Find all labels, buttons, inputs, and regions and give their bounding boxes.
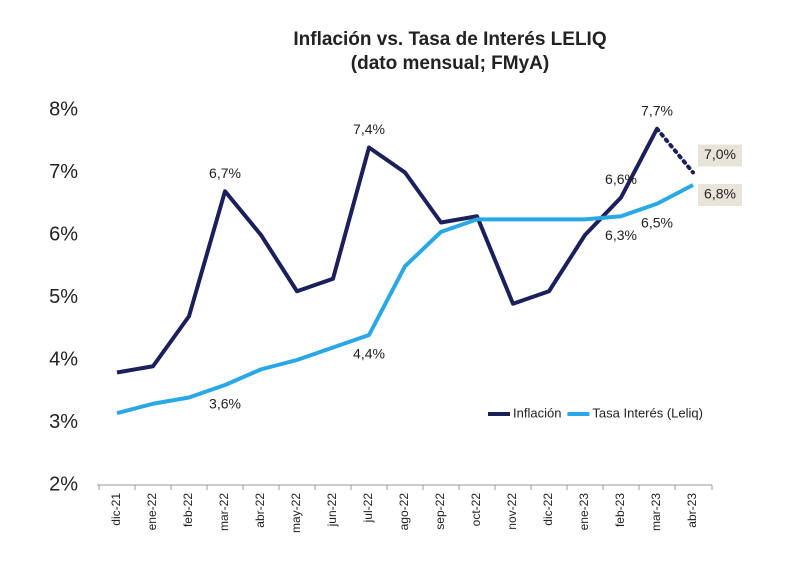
value-label: 6,8% <box>704 186 736 202</box>
y-tick-label: 4% <box>49 348 78 370</box>
x-tick-label: jul-22 <box>361 493 375 524</box>
value-label: 6,5% <box>641 214 673 230</box>
value-label: 6,3% <box>605 227 637 243</box>
x-tick-label: nov-22 <box>505 493 519 530</box>
x-tick-label: feb-22 <box>181 493 195 527</box>
x-tick-label: dic-21 <box>109 493 123 526</box>
value-label: 7,7% <box>641 102 673 118</box>
x-tick-label: sep-22 <box>433 493 447 530</box>
x-tick-label: abr-22 <box>253 493 267 528</box>
value-label-box <box>698 184 742 206</box>
value-label-box <box>698 144 742 167</box>
y-tick-label: 6% <box>49 223 78 245</box>
legend-label: Inflación <box>513 405 561 420</box>
x-tick-label: feb-23 <box>613 493 627 527</box>
x-tick-label: jun-22 <box>325 493 339 528</box>
x-tick-label: oct-22 <box>469 493 483 527</box>
x-tick-label: ene-22 <box>145 493 159 531</box>
y-tick-label: 7% <box>49 161 78 183</box>
y-tick-label: 5% <box>49 286 78 308</box>
value-label: 6,6% <box>605 171 637 187</box>
projected-line <box>655 126 695 175</box>
y-tick-label: 2% <box>49 473 78 495</box>
chart-title: Inflación vs. Tasa de Interés LELIQ <box>293 29 606 50</box>
legend-label: Tasa Interés (Leliq) <box>592 405 703 420</box>
x-tick-label: ago-22 <box>397 493 411 531</box>
x-tick-label: abr-23 <box>685 493 699 528</box>
value-label: 3,6% <box>209 396 241 412</box>
value-label: 6,7% <box>209 165 241 181</box>
line <box>116 127 659 375</box>
x-tick-label: mar-22 <box>217 493 231 531</box>
x-tick-label: ene-23 <box>577 493 591 531</box>
y-tick-label: 8% <box>49 98 78 120</box>
x-tick-label: dic-22 <box>541 493 555 526</box>
line <box>116 183 694 416</box>
value-label: 7,4% <box>353 121 385 137</box>
value-label: 7,0% <box>704 146 736 162</box>
x-tick-label: mar-23 <box>649 493 663 531</box>
chart-subtitle: (dato mensual; FMyA) <box>351 53 549 74</box>
x-tick-label: may-22 <box>289 493 303 533</box>
y-tick-label: 3% <box>49 411 78 433</box>
value-label: 4,4% <box>353 346 385 362</box>
